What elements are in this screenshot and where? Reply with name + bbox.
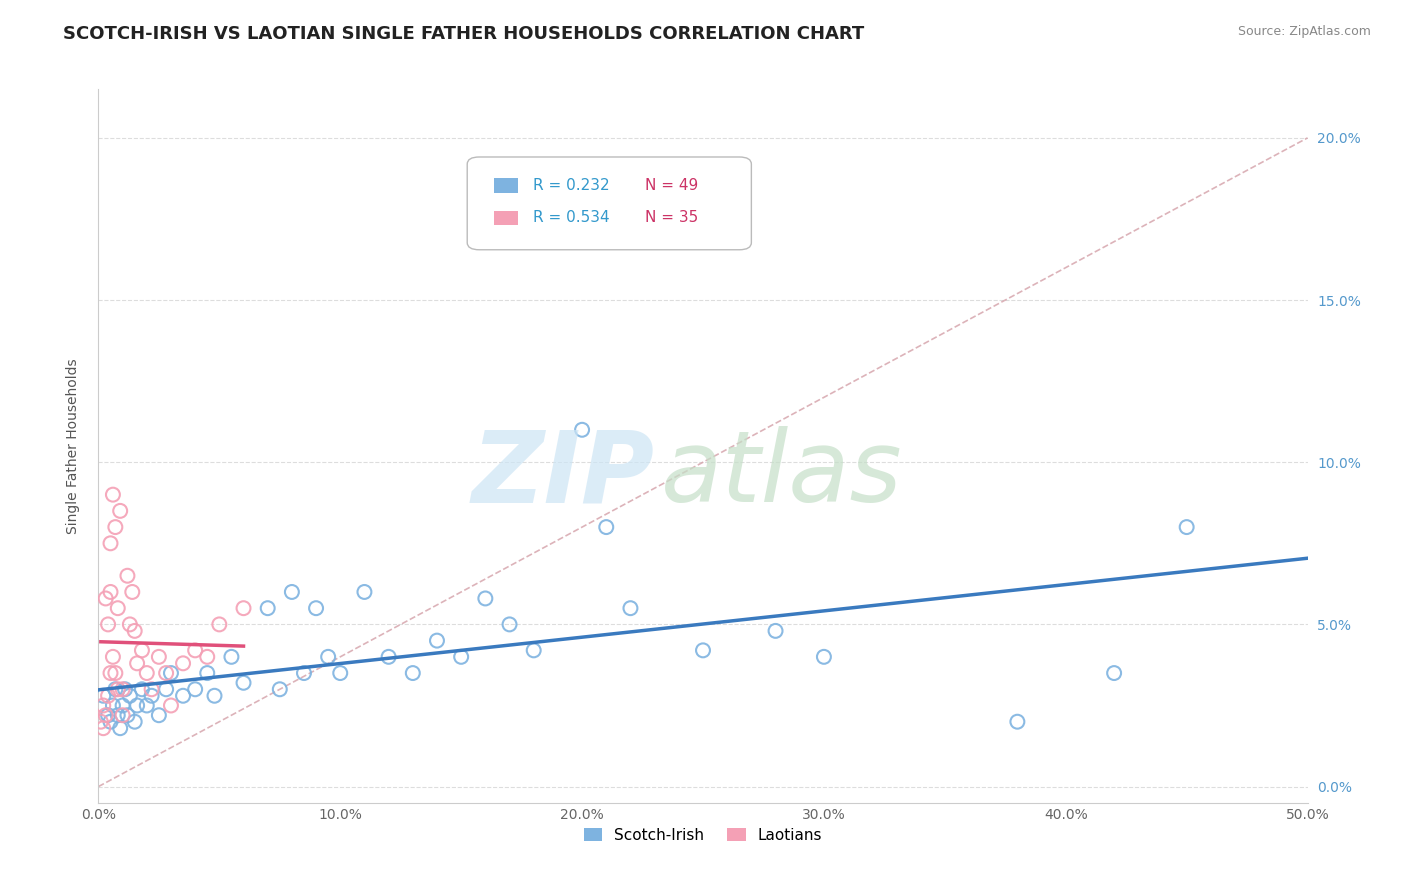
Point: [101, 488, 124, 502]
Point: [100, 666, 122, 681]
Bar: [494, 178, 517, 193]
Text: atlas: atlas: [661, 426, 903, 523]
Point: [172, 689, 194, 703]
Point: [450, 649, 472, 664]
Point: [377, 649, 399, 664]
Point: [232, 601, 254, 615]
Point: [195, 649, 218, 664]
Point: [353, 585, 375, 599]
Point: [117, 708, 139, 723]
Point: [107, 682, 129, 697]
Point: [155, 666, 177, 681]
Point: [523, 643, 546, 657]
Point: [100, 714, 122, 729]
Point: [135, 698, 157, 713]
Point: [204, 689, 226, 703]
Point: [155, 682, 177, 697]
Point: [91, 689, 114, 703]
Text: N = 35: N = 35: [645, 211, 699, 225]
Point: [104, 666, 127, 681]
Point: [131, 682, 153, 697]
Point: [118, 617, 141, 632]
Point: [91, 721, 114, 735]
Point: [305, 601, 328, 615]
Point: [91, 698, 114, 713]
Point: [94, 591, 117, 606]
FancyBboxPatch shape: [467, 157, 751, 250]
Point: [101, 649, 124, 664]
Point: [127, 698, 149, 713]
Point: [1102, 666, 1125, 681]
Point: [813, 649, 835, 664]
Point: [329, 666, 352, 681]
Point: [269, 682, 291, 697]
Point: [221, 649, 243, 664]
Text: Source: ZipAtlas.com: Source: ZipAtlas.com: [1237, 25, 1371, 38]
Point: [131, 643, 153, 657]
Point: [97, 689, 120, 703]
Point: [474, 591, 496, 606]
Point: [256, 601, 278, 615]
Point: [107, 708, 129, 723]
Point: [1007, 714, 1029, 729]
Point: [232, 675, 254, 690]
Point: [97, 617, 120, 632]
Point: [1175, 520, 1198, 534]
Point: [114, 682, 136, 697]
Point: [172, 657, 194, 671]
Point: [402, 666, 425, 681]
Point: [141, 689, 163, 703]
Point: [117, 568, 139, 582]
Point: [148, 649, 170, 664]
Text: R = 0.534: R = 0.534: [533, 211, 609, 225]
Point: [108, 504, 131, 518]
Point: [148, 708, 170, 723]
Y-axis label: Single Father Households: Single Father Households: [66, 359, 80, 533]
Point: [292, 666, 315, 681]
Point: [104, 520, 127, 534]
Point: [141, 682, 163, 697]
Point: [316, 649, 339, 664]
Point: [124, 714, 146, 729]
Point: [692, 643, 714, 657]
Point: [765, 624, 787, 638]
Point: [184, 643, 207, 657]
Point: [100, 536, 122, 550]
Point: [195, 666, 218, 681]
Point: [571, 423, 593, 437]
Point: [100, 585, 122, 599]
Point: [619, 601, 641, 615]
Point: [97, 708, 120, 723]
Point: [108, 721, 131, 735]
Point: [426, 633, 449, 648]
Text: R = 0.232: R = 0.232: [533, 178, 609, 193]
Point: [111, 682, 134, 697]
Point: [94, 708, 117, 723]
Point: [208, 617, 231, 632]
Point: [101, 698, 124, 713]
Point: [124, 624, 146, 638]
Text: SCOTCH-IRISH VS LAOTIAN SINGLE FATHER HOUSEHOLDS CORRELATION CHART: SCOTCH-IRISH VS LAOTIAN SINGLE FATHER HO…: [63, 25, 865, 43]
Legend: Scotch-Irish, Laotians: Scotch-Irish, Laotians: [578, 822, 828, 848]
Point: [90, 714, 112, 729]
Point: [281, 585, 304, 599]
Point: [111, 698, 134, 713]
Point: [135, 666, 157, 681]
Point: [498, 617, 520, 632]
Point: [121, 585, 143, 599]
Point: [107, 601, 129, 615]
Point: [118, 689, 141, 703]
Point: [104, 682, 127, 697]
Bar: [494, 211, 517, 225]
Point: [160, 698, 183, 713]
Point: [595, 520, 617, 534]
Point: [160, 666, 183, 681]
Point: [184, 682, 207, 697]
Point: [127, 657, 149, 671]
Text: ZIP: ZIP: [471, 426, 655, 523]
Point: [111, 708, 134, 723]
Text: N = 49: N = 49: [645, 178, 699, 193]
